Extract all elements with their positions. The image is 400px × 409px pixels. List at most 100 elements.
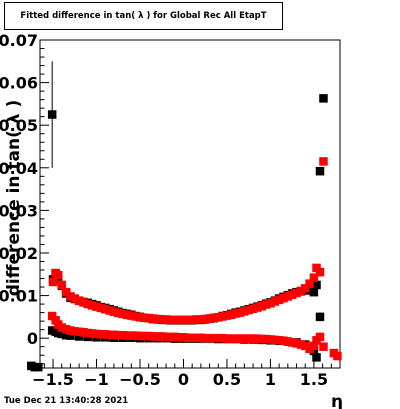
- data-point: [131, 331, 140, 340]
- data-point: [296, 286, 306, 296]
- x-tick-label: 0.5: [213, 370, 241, 389]
- data-point: [105, 330, 114, 340]
- data-point: [48, 277, 58, 287]
- data-point: [100, 304, 110, 314]
- y-tick-label: 0.05: [0, 116, 38, 135]
- data-point: [57, 329, 66, 339]
- data-point: [192, 315, 201, 324]
- data-point: [309, 346, 319, 356]
- data-point: [300, 284, 310, 293]
- data-point: [170, 332, 180, 342]
- data-point: [87, 329, 97, 338]
- data-point: [183, 315, 193, 325]
- data-point: [218, 333, 227, 343]
- data-point: [231, 309, 240, 318]
- data-point: [222, 311, 232, 320]
- data-point: [309, 273, 319, 282]
- data-point: [319, 342, 328, 351]
- data-point: [179, 333, 188, 342]
- data-point: [66, 326, 75, 335]
- plot-area: [40, 40, 340, 368]
- data-point: [248, 334, 258, 343]
- data-point: [200, 314, 210, 324]
- data-point: [174, 333, 184, 342]
- y-tick-label: 0.06: [0, 74, 38, 93]
- data-point: [127, 311, 136, 320]
- data-point: [205, 333, 214, 343]
- data-point: [187, 315, 197, 325]
- data-point: [315, 312, 325, 322]
- data-point: [261, 300, 271, 309]
- data-point: [70, 294, 80, 303]
- data-point: [296, 340, 306, 349]
- data-point: [214, 313, 223, 322]
- data-point: [305, 284, 314, 294]
- y-tick-label: 0: [27, 329, 38, 348]
- x-tick-label: 1.5: [300, 370, 328, 389]
- data-point: [312, 353, 321, 362]
- data-point: [74, 296, 84, 305]
- tick-labels: −1.5 −1 −0.5 0 0.5 1 1.5 0 0.01 0.02 0.03 0.04 0.05 0…: [0, 31, 328, 389]
- x-tick-label: 1: [265, 370, 276, 389]
- x-tick-label: −0.5: [119, 370, 161, 389]
- data-point: [315, 332, 325, 342]
- data-point: [161, 315, 171, 324]
- data-markers: [27, 61, 342, 372]
- data-point: [309, 341, 319, 351]
- data-point: [200, 333, 210, 343]
- data-point: [83, 328, 93, 338]
- data-point: [319, 157, 328, 166]
- y-tick-label: 0.02: [0, 244, 38, 263]
- data-point: [166, 315, 175, 325]
- data-point: [47, 110, 57, 119]
- data-point: [283, 292, 293, 301]
- data-point: [83, 299, 93, 309]
- data-point: [274, 295, 284, 305]
- data-point: [140, 331, 149, 341]
- data-point: [109, 307, 119, 317]
- data-point: [179, 315, 188, 325]
- data-point: [209, 313, 219, 322]
- data-point: [135, 313, 145, 322]
- data-point: [79, 298, 88, 307]
- data-point: [153, 332, 162, 341]
- data-point: [122, 331, 132, 340]
- data-point: [257, 334, 266, 344]
- data-point: [127, 331, 136, 340]
- data-point: [270, 297, 280, 306]
- data-point: [183, 333, 193, 343]
- data-point: [92, 329, 101, 339]
- data-point: [66, 292, 75, 301]
- data-point: [105, 306, 114, 315]
- data-point: [235, 308, 245, 317]
- data-point: [240, 307, 249, 316]
- data-point: [305, 344, 314, 354]
- data-point: [209, 333, 219, 343]
- data-point: [231, 334, 240, 343]
- data-point: [54, 270, 63, 280]
- data-point: [122, 310, 132, 320]
- data-point: [292, 288, 301, 298]
- data-point: [135, 331, 145, 341]
- data-point: [148, 332, 158, 341]
- data-point: [79, 327, 88, 337]
- data-point: [170, 315, 180, 325]
- data-point: [157, 315, 166, 324]
- data-point: [253, 303, 262, 312]
- data-point: [187, 333, 197, 343]
- data-point: [227, 334, 236, 343]
- x-tick-label: 0: [178, 370, 189, 389]
- data-point: [315, 267, 325, 277]
- data-point: [96, 303, 106, 313]
- data-point: [309, 287, 319, 297]
- data-point: [114, 308, 123, 318]
- data-point: [222, 334, 232, 343]
- data-point: [292, 339, 301, 348]
- data-point: [333, 351, 342, 361]
- data-point: [34, 362, 43, 372]
- data-point: [57, 323, 66, 332]
- data-point: [270, 335, 280, 345]
- x-tick-label: −1.5: [32, 370, 74, 389]
- data-point: [196, 333, 206, 343]
- data-point: [140, 313, 149, 322]
